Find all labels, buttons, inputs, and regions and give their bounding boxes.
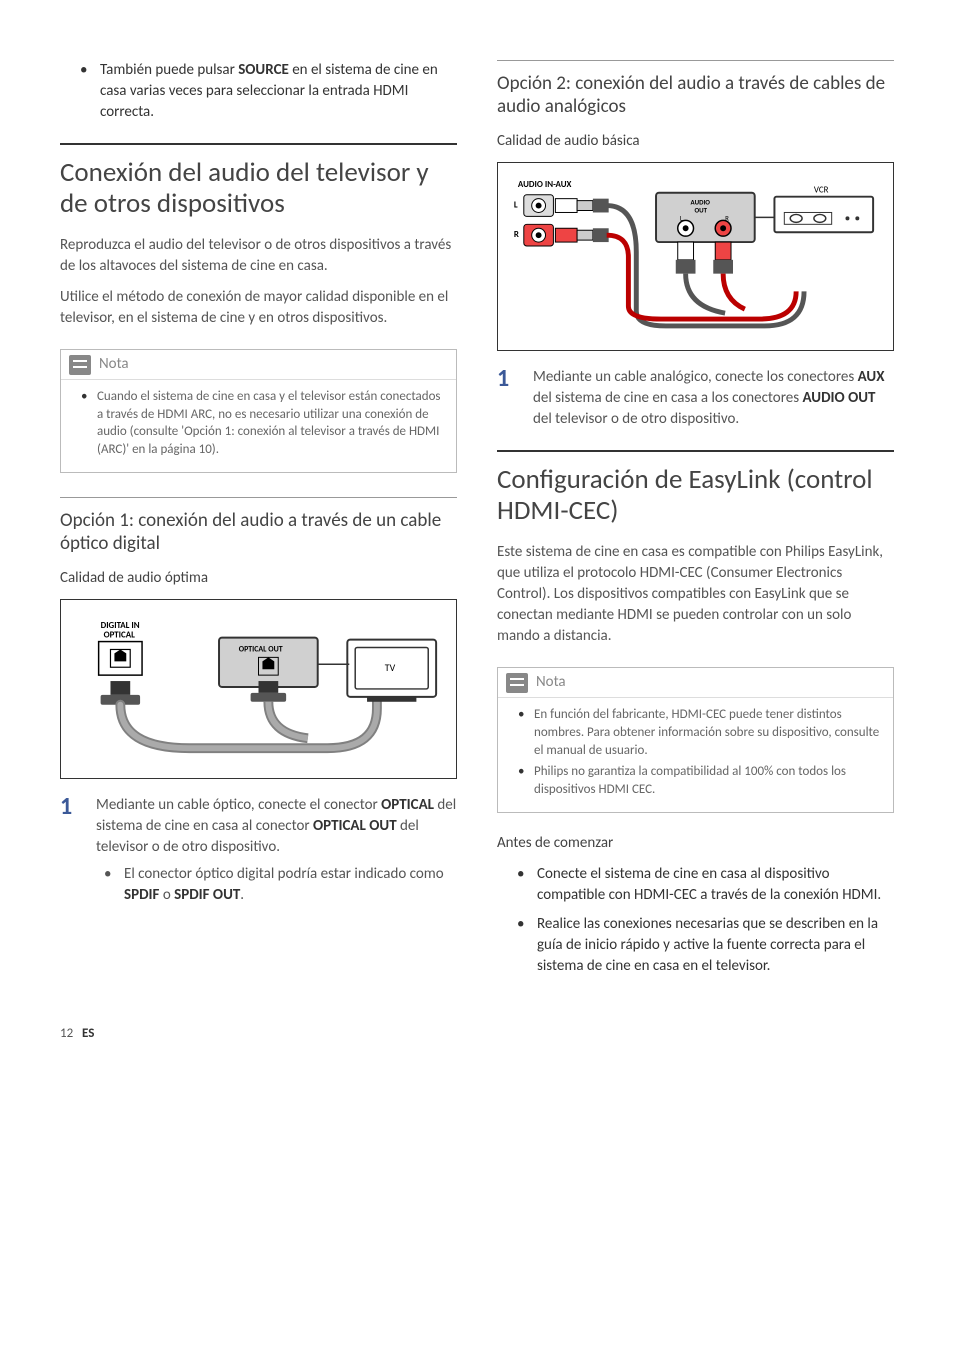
note-label: Nota [99,354,129,375]
bullet-icon: • [60,60,100,123]
text: del televisor o de otro dispositivo. [533,410,739,428]
note-icon [506,673,528,693]
bullet-icon: • [73,388,97,458]
diagram-label-l: L [514,200,518,210]
bold-text: OPTICAL OUT [313,817,397,835]
text: o [159,886,174,904]
option1-subheading: Calidad de audio óptima [60,568,457,589]
page-footer: 12 ES [60,1025,894,1043]
step-body: Mediante un cable analógico, conecte los… [533,367,894,430]
before-start-heading: Antes de comenzar [497,833,894,854]
bullet-text: Conecte el sistema de cine en casa al di… [537,864,894,906]
divider [497,60,894,61]
note-text: Cuando el sistema de cine en casa y el t… [97,388,444,458]
note-body: • En función del fabricante, HDMI-CEC pu… [498,697,893,812]
note-icon [69,355,91,375]
bold-text: AUDIO OUT [802,389,875,407]
text: Mediante un cable analógico, conecte los… [533,368,858,386]
section-heading-audio-connection: Conexión del audio del televisor y de ot… [60,157,457,219]
divider [60,497,457,498]
diagram-label-optical: OPTICAL [104,631,136,641]
note-box: Nota • Cuando el sistema de cine en casa… [60,349,457,473]
text: También puede pulsar [100,61,238,79]
option2-subheading: Calidad de audio básica [497,131,894,152]
bullet-icon: • [510,763,534,798]
step-1-optical: 1 Mediante un cable óptico, conecte el c… [60,795,457,906]
step-body: Mediante un cable óptico, conecte el con… [96,795,457,906]
bullet-text: Realice las conexiones necesarias que se… [537,914,894,977]
diagram-optical: DIGITAL IN OPTICAL OPTICAL OUT [60,599,457,779]
diagram-label-optical-out: OPTICAL OUT [239,644,283,654]
step-number: 1 [60,795,80,906]
bullet-icon: • [510,706,534,759]
left-column: • También puede pulsar SOURCE en el sist… [60,60,457,985]
note-label: Nota [536,672,566,693]
option1-heading: Opción 1: conexión del audio a través de… [60,510,457,556]
note-header: Nota [498,668,893,697]
diagram-label-r: R [514,230,519,240]
right-column: Opción 2: conexión del audio a través de… [497,60,894,985]
sub-bullet: • El conector óptico digital podría esta… [96,864,457,906]
note-body: • Cuando el sistema de cine en casa y el… [61,379,456,472]
text: . [240,886,244,904]
text: Mediante un cable óptico, conecte el con… [96,796,381,814]
diagram-analog: AUDIO IN-AUX L R [497,162,894,352]
bullet-icon: • [497,864,537,906]
divider [497,450,894,452]
text: El conector óptico digital podría estar … [124,865,444,883]
top-bullet: • También puede pulsar SOURCE en el sist… [60,60,457,123]
page-lang: ES [82,1026,94,1041]
paragraph: Utilice el método de conexión de mayor c… [60,287,457,329]
diagram-label-audio-in: AUDIO IN-AUX [518,179,572,189]
option2-heading: Opción 2: conexión del audio a través de… [497,73,894,119]
paragraph: Este sistema de cine en casa es compatib… [497,542,894,647]
bullet-item: • Realice las conexiones necesarias que … [497,914,894,977]
bullet-icon: • [497,914,537,977]
step-1-analog: 1 Mediante un cable analógico, conecte l… [497,367,894,430]
bullet-item: • Conecte el sistema de cine en casa al … [497,864,894,906]
note-header: Nota [61,350,456,379]
note-text: Philips no garantiza la compatibilidad a… [534,763,881,798]
section-heading-easylink: Configuración de EasyLink (control HDMI-… [497,464,894,526]
bold-text: OPTICAL [381,796,434,814]
bold-text: SOURCE [238,61,289,79]
sub-bullet-text: El conector óptico digital podría estar … [124,864,457,906]
top-bullet-text: También puede pulsar SOURCE en el sistem… [100,60,457,123]
divider [60,143,457,145]
paragraph: Reproduzca el audio del televisor o de o… [60,235,457,277]
text: del sistema de cine en casa a los conect… [533,389,802,407]
page-number: 12 [60,1026,73,1041]
diagram-label-digital-in: DIGITAL IN [101,621,140,631]
step-number: 1 [497,367,517,430]
note-text: En función del fabricante, HDMI-CEC pued… [534,706,881,759]
diagram-label-out: OUT [695,205,708,214]
note-box: Nota • En función del fabricante, HDMI-C… [497,667,894,813]
diagram-label-tv: TV [385,662,396,674]
diagram-label-vcr: VCR [814,185,829,195]
bold-text: SPDIF OUT [174,886,240,904]
bold-text: AUX [858,368,885,386]
bold-text: SPDIF [124,886,159,904]
bullet-icon: • [96,864,124,906]
